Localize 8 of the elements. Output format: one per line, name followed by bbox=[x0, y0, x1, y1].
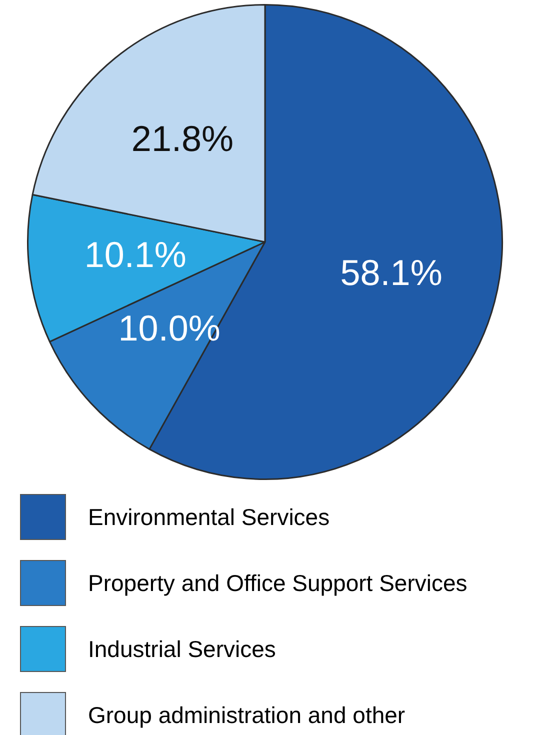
legend-label: Environmental Services bbox=[88, 504, 330, 530]
data-label: 58.1% bbox=[340, 252, 442, 293]
data-label: 10.0% bbox=[118, 308, 220, 349]
legend-label: Property and Office Support Services bbox=[88, 570, 468, 596]
data-label: 21.8% bbox=[131, 118, 234, 159]
legend-label: Industrial Services bbox=[88, 636, 276, 662]
legend-label: Group administration and other bbox=[88, 702, 406, 728]
data-label: 10.1% bbox=[84, 234, 186, 276]
